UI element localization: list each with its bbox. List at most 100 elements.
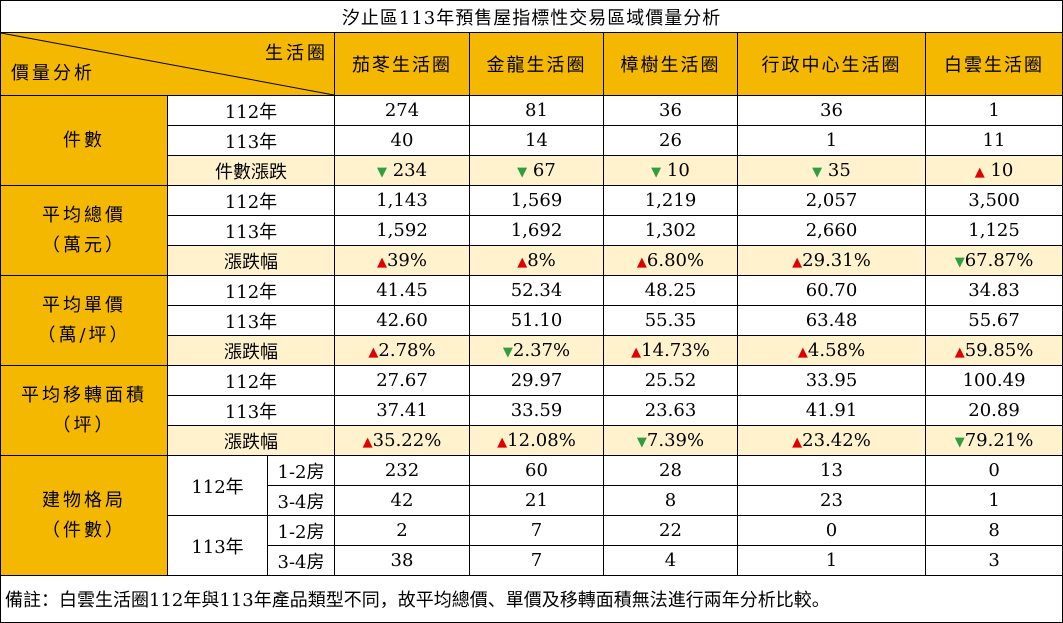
- triangle-up-icon: ▲: [497, 435, 508, 450]
- value-cell: 3: [924, 545, 1063, 576]
- value-cell: 42: [334, 485, 470, 516]
- section-label-line: （萬元）: [42, 234, 126, 256]
- area-header: 白雲生活圈: [924, 32, 1063, 96]
- table-row: 113年 1-2房 2 7 22 0 8: [1, 515, 1063, 576]
- value-cell: 100.49: [924, 365, 1063, 396]
- table-row: 件數 112年 274 81 36 36 1: [0, 95, 1063, 186]
- change-cell: ▲39%: [334, 245, 470, 276]
- change-cell: ▲35.22%: [334, 425, 470, 456]
- table-row: 平均移轉面積 （坪） 112年 27.67 29.97 25.52 33.95 100.49: [0, 365, 1063, 456]
- value-cell: 63.48: [737, 305, 926, 336]
- value-cell: 36: [737, 95, 926, 126]
- value-cell: 41.91: [737, 395, 926, 426]
- area-header: 樟樹生活圈: [603, 32, 738, 96]
- room-type-label: 3-4房: [267, 485, 335, 516]
- table-row: 建物格局 （件數） 112年 1-2房 232 60 28 13 0: [0, 455, 1063, 576]
- change-value: 6.80%: [646, 250, 705, 271]
- section-label-line: （件數）: [42, 519, 126, 541]
- change-cell: ▲8%: [469, 245, 604, 276]
- value-cell: 33.59: [469, 395, 604, 426]
- year-label: 113年: [167, 395, 335, 426]
- table-row: 漲跌幅 ▲39% ▲8% ▲6.80% ▲29.31% ▼67.87%: [1, 245, 1063, 276]
- change-row-label: 漲跌幅: [167, 245, 335, 276]
- change-value: 10: [990, 160, 1014, 181]
- layout-year-label: 112年: [167, 455, 268, 516]
- triangle-up-icon: ▲: [368, 345, 379, 360]
- change-cell: ▲59.85%: [924, 335, 1063, 366]
- value-cell: 2,057: [737, 185, 926, 216]
- corner-bottom-label: 價量分析: [11, 63, 95, 84]
- section-label-avg_total: 平均總價 （萬元）: [0, 185, 168, 276]
- value-cell: 274: [334, 95, 470, 126]
- change-value: 59.85%: [964, 340, 1034, 361]
- change-value: 29.31%: [802, 250, 871, 271]
- layout-year-label: 113年: [167, 515, 268, 576]
- triangle-up-icon: ▲: [797, 345, 808, 360]
- value-cell: 1: [737, 125, 926, 156]
- value-cell: 51.10: [469, 305, 604, 336]
- table-row: 漲跌幅 ▲2.78% ▼2.37% ▲14.73% ▲4.58% ▲59.85%: [1, 335, 1063, 366]
- section-label-line: （坪）: [52, 414, 116, 436]
- value-cell: 27.67: [334, 365, 470, 396]
- value-cell: 23.63: [603, 395, 738, 426]
- change-value: 79.21%: [964, 430, 1034, 451]
- value-cell: 20.89: [924, 395, 1063, 426]
- value-cell: 0: [924, 455, 1063, 486]
- value-cell: 34.83: [924, 275, 1063, 306]
- section-label-layout: 建物格局 （件數）: [0, 455, 168, 576]
- change-value: 4.58%: [807, 340, 866, 361]
- change-cell: ▲12.08%: [469, 425, 604, 456]
- value-cell: 33.95: [737, 365, 926, 396]
- corner-diagonal-line: [1, 33, 334, 95]
- value-cell: 40: [334, 125, 470, 156]
- value-cell: 232: [334, 455, 470, 486]
- section-label-line: 建物格局: [42, 489, 126, 511]
- triangle-down-icon: ▼: [954, 435, 965, 450]
- value-cell: 28: [603, 455, 738, 486]
- change-value: 2.78%: [378, 340, 436, 361]
- value-cell: 60.70: [737, 275, 926, 306]
- change-row-label: 漲跌幅: [167, 425, 335, 456]
- change-cell: ▲23.42%: [737, 425, 926, 456]
- change-cell: ▼7.39%: [603, 425, 738, 456]
- value-cell: 55.35: [603, 305, 738, 336]
- value-cell: 8: [603, 485, 738, 516]
- value-cell: 81: [469, 95, 604, 126]
- change-value: 67: [532, 160, 556, 181]
- triangle-up-icon: ▲: [974, 165, 985, 180]
- change-cell: ▲14.73%: [603, 335, 738, 366]
- change-cell: ▲6.80%: [603, 245, 738, 276]
- change-cell: ▼ 67: [469, 155, 604, 186]
- value-cell: 26: [603, 125, 738, 156]
- change-row-label: 漲跌幅: [167, 335, 335, 366]
- section-label-avg_unit: 平均單價 （萬/坪）: [0, 275, 168, 366]
- triangle-down-icon: ▼: [376, 165, 387, 180]
- year-label: 113年: [167, 215, 335, 246]
- change-cell: ▲2.78%: [334, 335, 470, 366]
- value-cell: 48.25: [603, 275, 738, 306]
- change-value: 234: [392, 160, 428, 181]
- value-cell: 1: [924, 485, 1063, 516]
- table-row: 3-4房 38 7 4 1 3: [1, 545, 1063, 576]
- value-cell: 1: [737, 545, 926, 576]
- header-corner-cell: 生活圈 價量分析: [0, 32, 335, 96]
- value-cell: 13: [737, 455, 926, 486]
- value-cell: 1,143: [334, 185, 470, 216]
- table-row: 3-4房 42 21 8 23 1: [1, 485, 1063, 516]
- room-type-label: 1-2房: [267, 515, 335, 546]
- value-cell: 21: [469, 485, 604, 516]
- value-cell: 1: [924, 95, 1063, 126]
- year-label: 112年: [167, 185, 335, 216]
- triangle-down-icon: ▼: [651, 165, 662, 180]
- value-cell: 42.60: [334, 305, 470, 336]
- triangle-down-icon: ▼: [812, 165, 823, 180]
- value-cell: 41.45: [334, 275, 470, 306]
- area-header: 金龍生活圈: [469, 32, 604, 96]
- footnote: 備註：白雲生活圈112年與113年產品類型不同，故平均總價、單價及移轉面積無法進…: [0, 575, 1063, 623]
- section-label-line: （萬/坪）: [37, 324, 131, 346]
- section-label-line: 件數: [63, 129, 105, 151]
- change-cell: ▼ 234: [334, 155, 470, 186]
- change-value: 12.08%: [507, 430, 576, 451]
- year-label: 112年: [167, 95, 335, 126]
